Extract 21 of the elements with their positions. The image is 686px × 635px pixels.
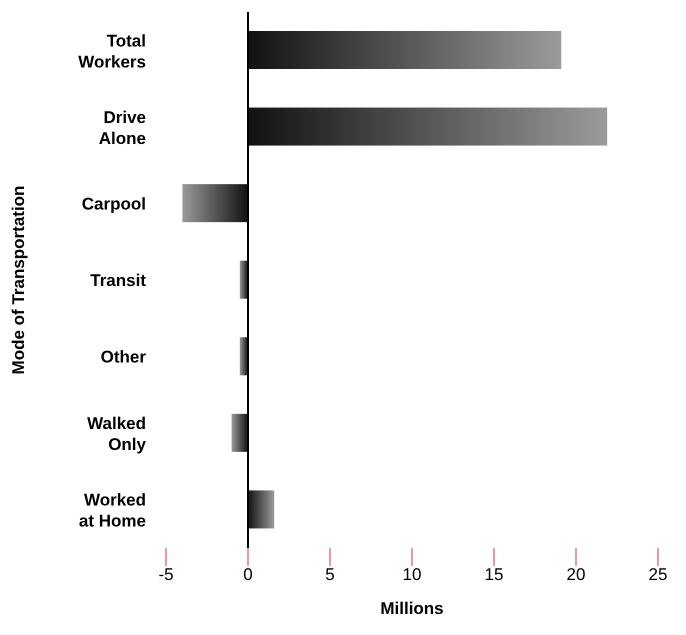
y-tick-label: Carpool: [82, 194, 146, 214]
y-tick-label: Other: [100, 348, 146, 367]
y-tick-label: Walked Only: [87, 414, 147, 454]
bar: [248, 490, 274, 528]
bar: [248, 108, 608, 146]
y-tick-label: Worked at Home: [78, 490, 146, 531]
x-tick-label: 10: [402, 565, 422, 584]
x-tick-label: 25: [648, 565, 668, 584]
bar: [232, 414, 248, 452]
x-tick-label: 5: [325, 565, 335, 584]
y-tick-label: Transit: [90, 271, 146, 290]
x-tick-label: 15: [484, 565, 504, 584]
x-axis-title: Millions: [380, 599, 444, 618]
y-tick-label: Drive Alone: [98, 108, 146, 148]
x-tick-label: -5: [158, 565, 174, 584]
y-tick-label: Total Workers: [78, 31, 146, 72]
bar: [248, 31, 562, 69]
y-axis-title: Mode of Transportation: [9, 186, 28, 374]
x-tick-label: 0: [243, 565, 253, 584]
bar: [182, 184, 248, 222]
x-tick-label: 20: [566, 565, 586, 584]
